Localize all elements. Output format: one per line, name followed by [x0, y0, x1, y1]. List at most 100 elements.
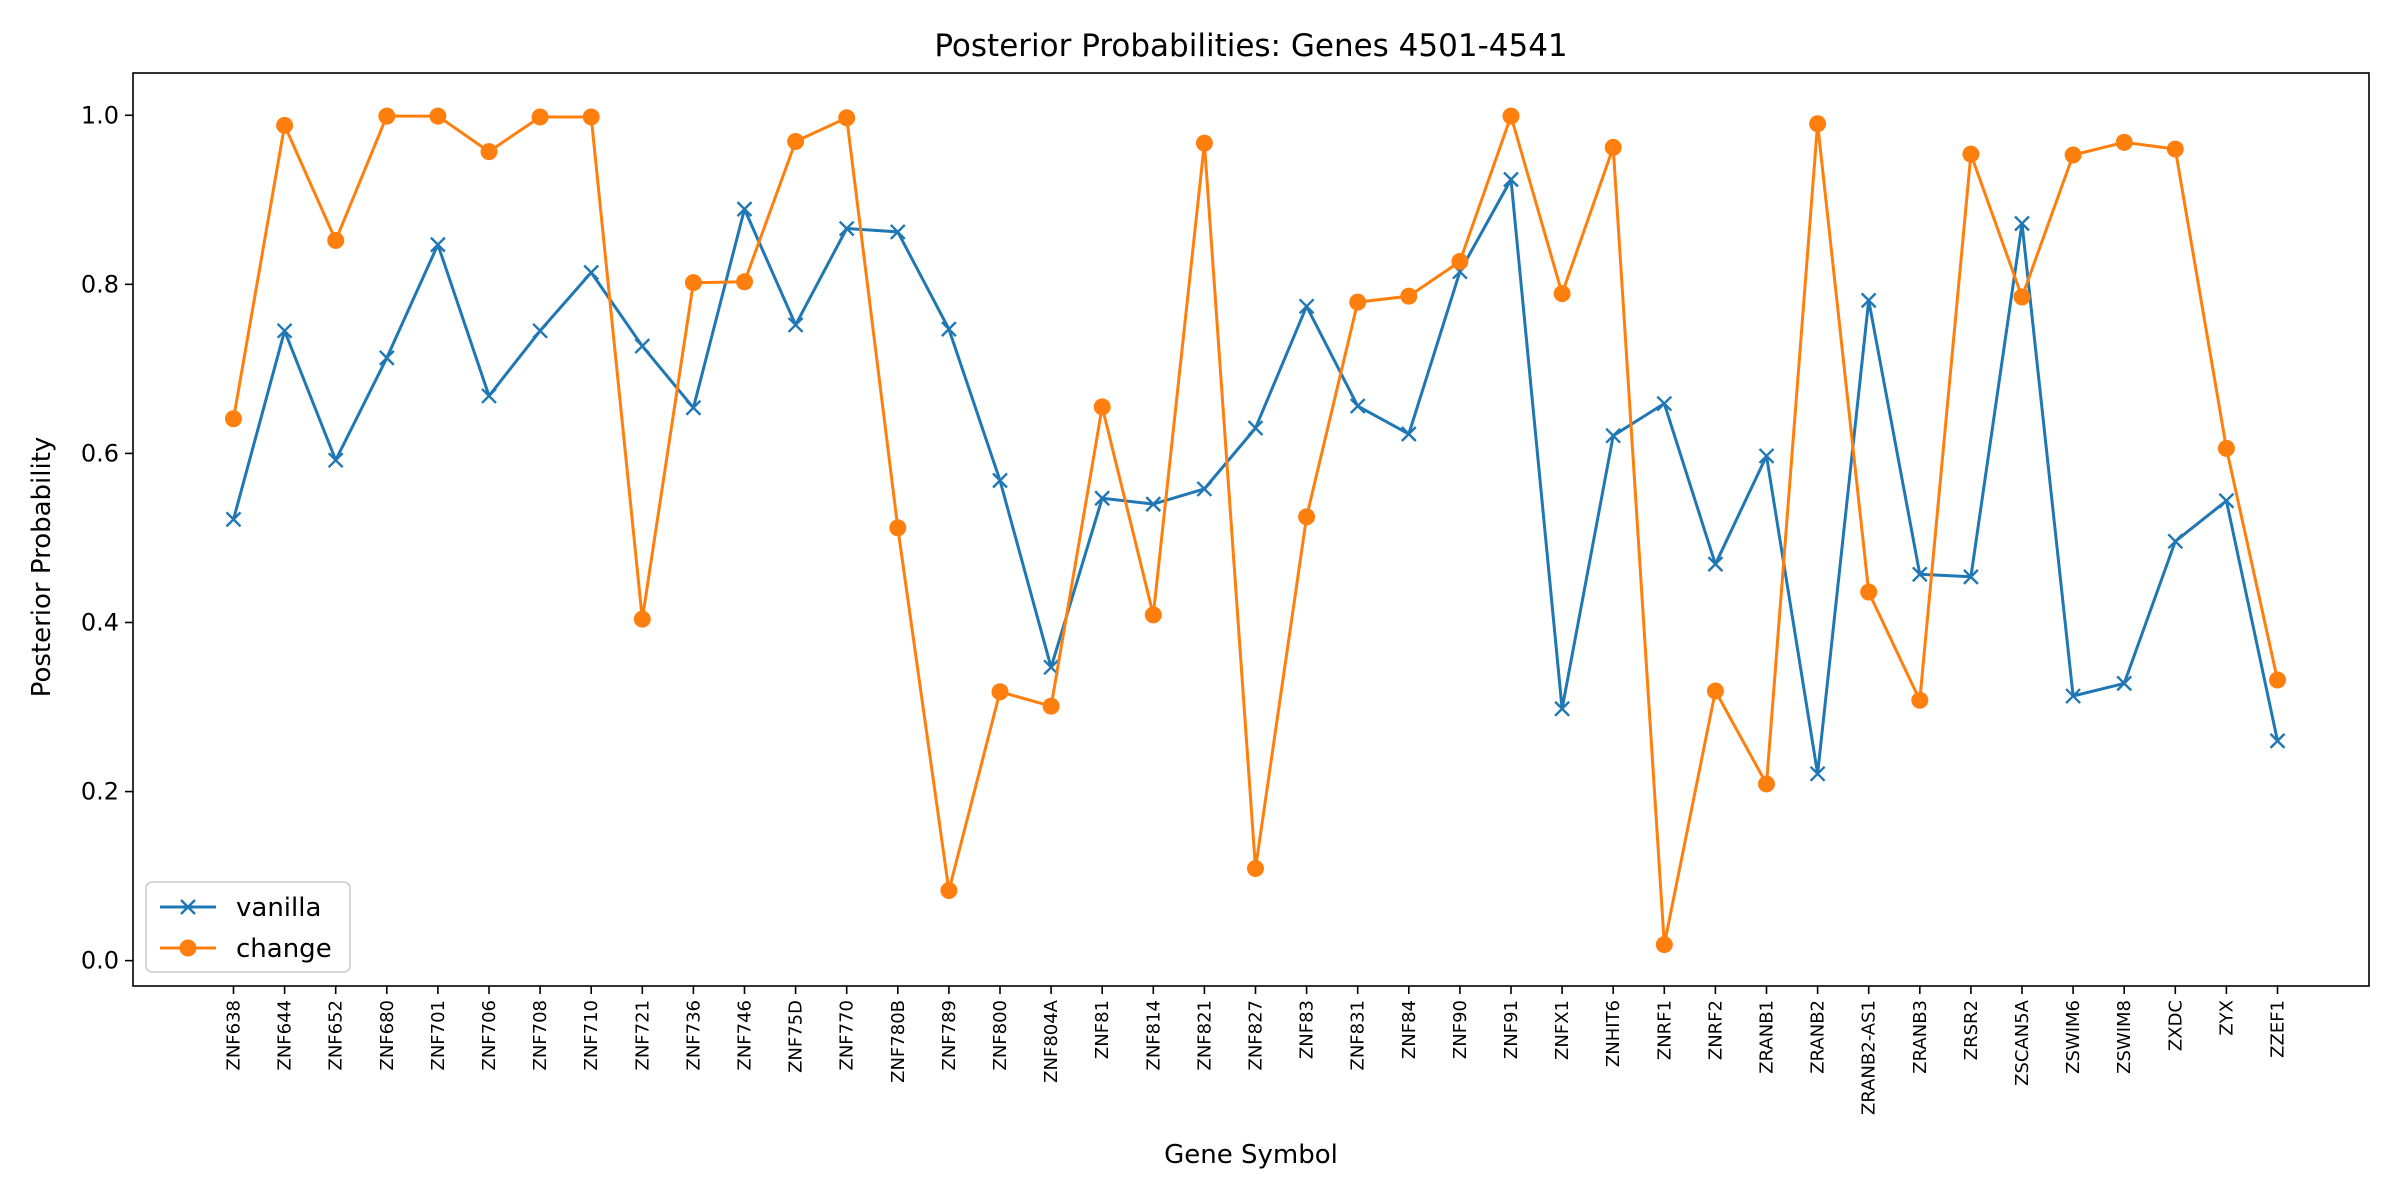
y-tick-label: 0.6	[81, 439, 119, 467]
legend-label-change: change	[236, 934, 332, 964]
y-axis-label: Posterior Probability	[27, 437, 57, 698]
x-tick-label: ZNF721	[632, 1000, 653, 1071]
x-tick-label: ZNF91	[1501, 1000, 1522, 1059]
x-tick-label: ZRANB2-AS1	[1859, 1000, 1880, 1115]
x-tick-label: ZNFX1	[1552, 1000, 1573, 1060]
data-point-change	[2064, 146, 2082, 164]
data-point-change	[2013, 288, 2031, 306]
legend-marker-change	[179, 939, 197, 957]
data-point-vanilla	[1145, 496, 1162, 512]
data-point-vanilla	[532, 322, 548, 339]
data-point-vanilla	[2116, 675, 2133, 692]
data-point-vanilla	[736, 201, 753, 217]
x-tick-label: ZNF821	[1194, 1000, 1215, 1071]
x-tick-label: ZNRF1	[1654, 1000, 1675, 1060]
x-tick-label: ZNF814	[1143, 1000, 1164, 1071]
data-point-change	[787, 132, 805, 150]
data-point-change	[1349, 293, 1367, 311]
data-point-vanilla	[634, 338, 651, 354]
data-point-vanilla	[1094, 490, 1111, 507]
plot-frame	[132, 72, 2370, 987]
x-tick-label: ZNF800	[990, 1000, 1011, 1071]
data-point-change	[1655, 936, 1673, 954]
x-tick-label: ZNF638	[224, 1000, 245, 1071]
legend-label-vanilla: vanilla	[236, 893, 321, 923]
x-tick-label: ZNF83	[1297, 1000, 1318, 1059]
x-tick-label: ZNF831	[1348, 1000, 1369, 1071]
data-point-change	[1144, 606, 1162, 624]
data-point-vanilla	[1707, 556, 1724, 573]
y-tick-label: 0.4	[81, 608, 119, 636]
x-tick-label: ZRANB2	[1808, 1000, 1829, 1074]
data-point-vanilla	[583, 264, 600, 281]
data-point-change	[2217, 439, 2235, 457]
data-point-vanilla	[378, 350, 395, 366]
x-tick-label: ZNF804A	[1041, 999, 1062, 1083]
x-tick-label: ZNF780B	[888, 1000, 909, 1083]
data-point-change	[1860, 583, 1878, 601]
data-point-change	[1553, 285, 1571, 303]
x-tick-label: ZNF706	[479, 1000, 500, 1071]
x-tick-label: ZNF644	[275, 1000, 296, 1071]
data-point-vanilla	[2014, 215, 2030, 232]
series-change	[225, 107, 2286, 954]
data-point-vanilla	[1656, 395, 1673, 412]
x-tick-label: ZNF827	[1246, 1000, 1267, 1071]
x-tick-label: ZSCAN5A	[2012, 999, 2033, 1086]
y-tick-label: 0.0	[81, 947, 119, 975]
data-point-vanilla	[685, 399, 702, 416]
data-point-vanilla	[1349, 398, 1366, 414]
data-point-vanilla	[1911, 566, 1928, 583]
data-point-vanilla	[787, 317, 804, 333]
axes: 0.0 0.2 0.4 0.6 0.8 1.0 ZNF638 ZNF644 ZNF652 ZNF6…	[81, 72, 2370, 1115]
data-point-change	[838, 109, 856, 127]
legend-marker-vanilla	[180, 899, 196, 915]
data-point-change	[582, 108, 600, 126]
data-point-vanilla	[1196, 481, 1213, 497]
data-point-change	[378, 107, 396, 125]
data-point-change	[531, 108, 549, 126]
x-tick-label: ZXDC	[2165, 1000, 2186, 1051]
x-tick-label: ZNF90	[1450, 1000, 1471, 1059]
legend: vanilla change	[145, 881, 351, 973]
x-tick-label: ZNF701	[428, 1000, 449, 1071]
data-point-vanilla	[1400, 426, 1417, 442]
x-tick-label: ZNF736	[683, 1000, 704, 1071]
x-tick-label: ZNF770	[837, 1000, 858, 1071]
data-point-vanilla	[1809, 765, 1826, 782]
data-point-vanilla	[327, 452, 344, 469]
x-tick-label: ZSWIM6	[2063, 1000, 2084, 1074]
x-tick-label: ZNHIT6	[1603, 1000, 1624, 1067]
x-tick-label: ZZEF1	[2268, 1000, 2289, 1058]
data-point-vanilla	[1247, 420, 1264, 436]
data-point-change	[1042, 697, 1060, 715]
data-point-vanilla	[941, 321, 957, 337]
data-point-change	[1247, 859, 1264, 877]
data-point-vanilla	[2218, 492, 2235, 509]
data-point-change	[1451, 253, 1469, 271]
x-tick-label: ZNF680	[377, 1000, 398, 1071]
data-point-change	[276, 116, 294, 134]
data-point-change	[2115, 133, 2133, 151]
x-tick-label: ZYX	[2216, 1000, 2237, 1036]
data-point-change	[1400, 287, 1418, 305]
data-point-change	[1911, 691, 1929, 709]
data-point-vanilla	[276, 322, 293, 339]
data-point-vanilla	[838, 220, 855, 237]
data-point-vanilla	[1554, 700, 1570, 717]
data-point-change	[1706, 682, 1724, 700]
y-tick-label: 0.2	[81, 778, 119, 806]
x-tick-label: ZNF708	[530, 1000, 551, 1071]
x-tick-label: ZNF81	[1092, 1000, 1113, 1059]
series-vanilla	[225, 171, 2286, 782]
data-point-change	[940, 881, 958, 899]
data-point-change	[684, 274, 702, 292]
data-point-change	[991, 683, 1009, 701]
data-point-vanilla	[2065, 688, 2081, 704]
x-tick-label: ZNF652	[326, 1000, 347, 1071]
data-point-vanilla	[1298, 298, 1315, 315]
data-point-vanilla	[430, 236, 446, 253]
data-point-vanilla	[481, 388, 497, 404]
series-layer	[225, 107, 2286, 954]
